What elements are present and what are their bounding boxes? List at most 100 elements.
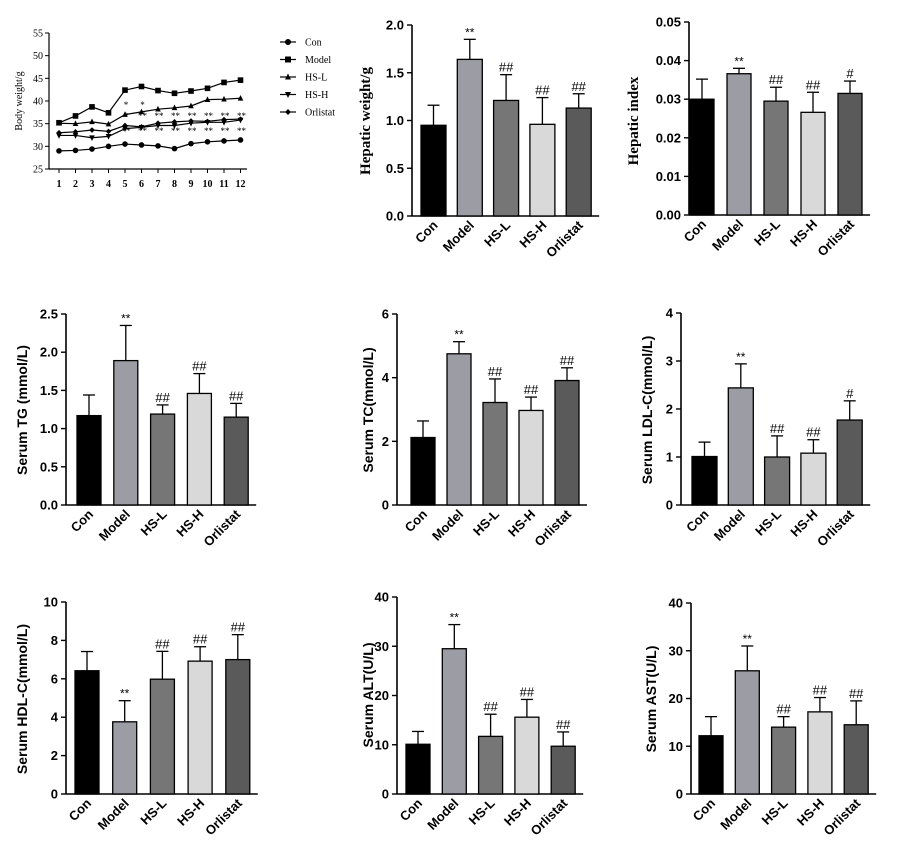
x-tick-label: 5 bbox=[123, 179, 128, 190]
series-line bbox=[58, 97, 241, 125]
bar bbox=[482, 401, 508, 506]
bar bbox=[420, 124, 447, 217]
x-tick-label: HS-H bbox=[505, 507, 538, 540]
series-line bbox=[59, 119, 241, 139]
y-tick-label: 0 bbox=[51, 787, 58, 802]
y-axis-title: Serum AST(U/L) bbox=[643, 646, 659, 753]
bar bbox=[770, 726, 797, 795]
y-tick-label: 0.5 bbox=[386, 161, 404, 176]
data-point bbox=[285, 92, 291, 98]
x-tick-label: Orlistat bbox=[528, 795, 571, 838]
data-point bbox=[89, 127, 95, 133]
data-point bbox=[89, 146, 95, 152]
bar bbox=[727, 387, 754, 506]
y-tick-label: 50 bbox=[33, 51, 43, 62]
bar bbox=[726, 73, 752, 216]
significance-mark: ** bbox=[138, 111, 148, 121]
x-tick-label: Orlistat bbox=[543, 217, 586, 260]
data-point bbox=[171, 90, 178, 97]
significance-mark: ## bbox=[483, 699, 498, 714]
x-tick-label: 10 bbox=[203, 179, 213, 190]
data-point bbox=[72, 129, 79, 135]
data-point bbox=[105, 134, 112, 140]
data-point bbox=[204, 85, 211, 92]
bar bbox=[405, 743, 431, 795]
data-point bbox=[56, 133, 62, 139]
data-point bbox=[237, 116, 244, 122]
bar bbox=[410, 436, 436, 506]
data-point bbox=[122, 122, 128, 129]
bar-chart-panel: 0 2 4 6 8 10 Serum HDL-C(mmol/L) Con ** Model ## HS… bbox=[14, 595, 258, 838]
significance-mark: ** bbox=[743, 632, 753, 646]
y-tick-label: 10 bbox=[44, 595, 58, 610]
data-point bbox=[155, 120, 161, 127]
data-point bbox=[155, 105, 161, 112]
data-point bbox=[105, 143, 112, 150]
data-point bbox=[171, 119, 178, 125]
data-point bbox=[105, 120, 112, 127]
y-tick-label: 6 bbox=[51, 671, 58, 686]
data-point bbox=[237, 137, 244, 143]
significance-mark: ## bbox=[229, 388, 244, 403]
data-point bbox=[188, 118, 194, 124]
x-tick-label: Orlistat bbox=[531, 506, 574, 549]
bar bbox=[800, 111, 826, 216]
y-tick-label: 0.0 bbox=[386, 209, 404, 224]
x-tick-label: 4 bbox=[106, 179, 111, 190]
significance-mark: ** bbox=[204, 111, 214, 121]
data-point bbox=[122, 111, 128, 117]
data-point bbox=[171, 123, 178, 129]
x-tick-label: Model bbox=[95, 796, 132, 833]
significance-mark: ## bbox=[770, 421, 785, 436]
x-tick-label: 2 bbox=[73, 179, 78, 190]
series-line bbox=[58, 118, 241, 134]
data-point bbox=[285, 109, 291, 115]
significance-mark: ** bbox=[465, 25, 475, 39]
significance-mark: ## bbox=[849, 686, 864, 701]
data-point bbox=[138, 124, 145, 130]
bar bbox=[477, 735, 504, 795]
significance-mark: ** bbox=[171, 126, 181, 136]
y-tick-label: 4 bbox=[382, 370, 390, 385]
x-tick-label: HS-L bbox=[137, 795, 169, 827]
y-tick-label: 4 bbox=[666, 306, 674, 321]
bar bbox=[112, 721, 138, 795]
y-tick-label: 1.5 bbox=[386, 65, 404, 80]
y-tick-label: 0 bbox=[676, 787, 683, 802]
x-tick-label: Con bbox=[681, 216, 710, 245]
bar-chart-panel: 0.0 0.5 1.0 1.5 2.0 2.5 Serum TG (mmol/L) Con **… bbox=[14, 307, 257, 549]
bar bbox=[149, 678, 176, 795]
data-point bbox=[138, 142, 145, 148]
significance-mark: ** bbox=[188, 111, 198, 121]
y-tick-label: 0.5 bbox=[40, 459, 58, 474]
data-point bbox=[285, 73, 291, 80]
y-tick-label: 3 bbox=[666, 354, 673, 369]
x-tick-label: HS-L bbox=[466, 795, 498, 827]
legend-label: HS-L bbox=[305, 73, 327, 84]
bar-chart-panel: 0.00 0.01 0.02 0.03 0.04 0.05 Hepatic index Con… bbox=[626, 15, 870, 259]
y-tick-label: 30 bbox=[33, 142, 43, 153]
legend-label: HS-H bbox=[305, 90, 328, 101]
y-tick-label: 0.04 bbox=[656, 53, 682, 68]
data-point bbox=[105, 109, 112, 116]
y-tick-label: 0 bbox=[382, 498, 389, 513]
y-tick-label: 2.0 bbox=[386, 18, 404, 33]
y-tick-label: 1.5 bbox=[40, 383, 58, 398]
x-tick-label: HS-L bbox=[752, 506, 784, 538]
data-point bbox=[221, 138, 227, 144]
x-tick-label: Orlistat bbox=[202, 795, 245, 838]
x-tick-label: 8 bbox=[172, 179, 177, 190]
data-point bbox=[122, 126, 128, 132]
y-tick-label: 10 bbox=[375, 737, 389, 752]
y-tick-label: 0.0 bbox=[40, 498, 58, 513]
y-tick-label: 0.01 bbox=[656, 169, 681, 184]
data-point bbox=[89, 118, 95, 125]
bar bbox=[149, 413, 176, 506]
x-tick-label: Con bbox=[397, 795, 426, 824]
x-tick-label: HS-H bbox=[787, 507, 820, 540]
x-tick-label: Model bbox=[429, 507, 466, 544]
y-tick-label: 8 bbox=[51, 633, 58, 648]
x-tick-label: Model bbox=[711, 507, 748, 544]
y-tick-label: 0 bbox=[666, 498, 673, 513]
